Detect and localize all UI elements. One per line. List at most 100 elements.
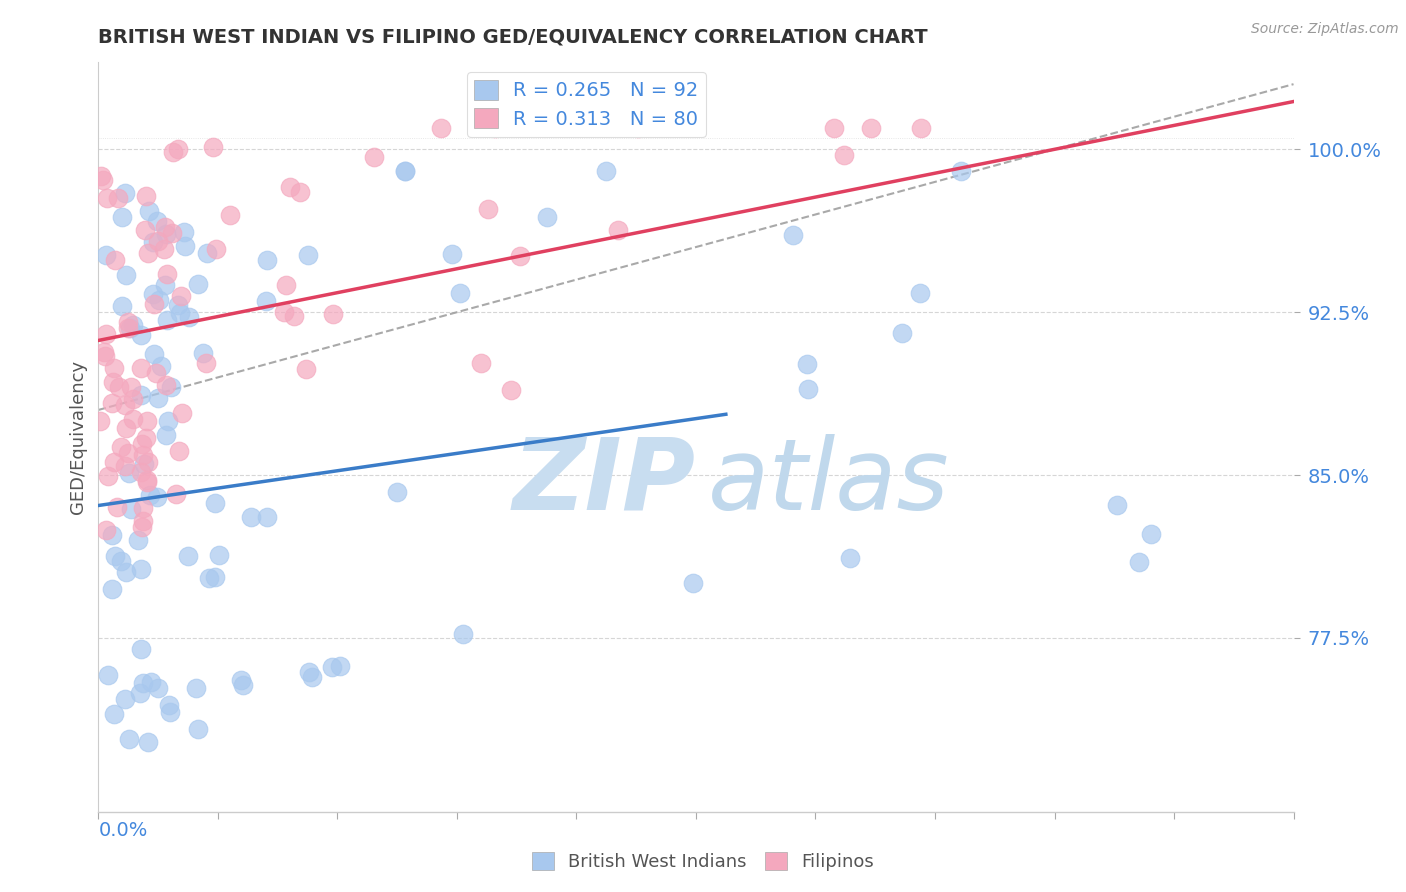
Text: 0.0%: 0.0% — [98, 821, 148, 839]
Point — [278, 180, 301, 194]
Point — [146, 234, 169, 248]
Point — [105, 500, 128, 514]
Point — [132, 457, 155, 471]
Text: BRITISH WEST INDIAN VS FILIPINO GED/EQUIVALENCY CORRELATION CHART: BRITISH WEST INDIAN VS FILIPINO GED/EQUI… — [98, 28, 928, 47]
Legend: R = 0.265   N = 92, R = 0.313   N = 80: R = 0.265 N = 92, R = 0.313 N = 80 — [467, 72, 706, 136]
Point — [202, 140, 225, 154]
Point — [103, 707, 125, 722]
Point — [131, 360, 153, 375]
Point — [910, 120, 932, 135]
Point — [173, 225, 195, 239]
Point — [797, 382, 820, 396]
Point — [321, 660, 343, 674]
Point — [97, 468, 120, 483]
Point — [860, 120, 883, 135]
Point — [111, 210, 134, 224]
Point — [160, 226, 183, 240]
Point — [114, 459, 136, 474]
Point — [143, 347, 166, 361]
Point — [90, 169, 112, 183]
Point — [115, 565, 138, 579]
Point — [301, 670, 323, 684]
Point — [115, 268, 138, 283]
Point — [131, 500, 153, 515]
Point — [114, 692, 136, 706]
Point — [146, 214, 169, 228]
Point — [110, 554, 132, 568]
Point — [184, 681, 207, 696]
Point — [142, 235, 165, 249]
Point — [254, 294, 277, 309]
Point — [132, 448, 155, 462]
Point — [91, 173, 114, 187]
Point — [187, 722, 209, 736]
Point — [135, 474, 157, 488]
Point — [104, 549, 127, 564]
Point — [117, 466, 139, 480]
Point — [155, 227, 177, 241]
Point — [142, 286, 165, 301]
Text: ZIP: ZIP — [513, 434, 696, 531]
Point — [219, 208, 242, 222]
Point — [240, 510, 263, 524]
Point — [290, 186, 312, 200]
Point — [89, 414, 111, 428]
Point — [114, 186, 136, 201]
Point — [136, 245, 159, 260]
Point — [101, 582, 124, 597]
Point — [322, 307, 344, 321]
Point — [122, 392, 145, 406]
Point — [131, 437, 153, 451]
Point — [283, 310, 305, 324]
Point — [145, 367, 167, 381]
Point — [297, 248, 319, 262]
Point — [198, 571, 221, 585]
Point — [1140, 527, 1163, 541]
Point — [153, 242, 176, 256]
Point — [143, 297, 166, 311]
Point — [117, 731, 139, 746]
Point — [129, 642, 152, 657]
Point — [256, 510, 278, 524]
Point — [177, 549, 200, 563]
Point — [146, 391, 169, 405]
Point — [97, 668, 120, 682]
Point — [441, 247, 464, 261]
Point — [256, 253, 278, 268]
Point — [273, 305, 295, 319]
Y-axis label: GED/Equivalency: GED/Equivalency — [69, 360, 87, 514]
Point — [470, 356, 492, 370]
Point — [157, 414, 180, 428]
Point — [131, 520, 153, 534]
Point — [394, 164, 416, 178]
Point — [131, 675, 153, 690]
Point — [173, 239, 195, 253]
Point — [298, 665, 321, 679]
Point — [111, 299, 134, 313]
Point — [155, 377, 177, 392]
Point — [385, 484, 408, 499]
Point — [329, 659, 352, 673]
Point — [195, 356, 218, 370]
Point — [451, 627, 474, 641]
Point — [153, 219, 176, 234]
Point — [146, 491, 169, 505]
Point — [499, 383, 522, 397]
Point — [595, 164, 617, 178]
Point — [208, 549, 231, 563]
Point — [891, 326, 914, 340]
Point — [101, 528, 124, 542]
Point — [839, 551, 862, 566]
Point — [103, 360, 125, 375]
Point — [165, 487, 187, 501]
Point — [167, 143, 190, 157]
Point — [169, 305, 191, 319]
Point — [122, 318, 145, 332]
Point — [115, 421, 138, 435]
Point — [131, 465, 153, 479]
Point — [1107, 498, 1129, 512]
Point — [135, 188, 157, 202]
Point — [949, 164, 972, 178]
Point — [138, 204, 160, 219]
Point — [157, 698, 180, 713]
